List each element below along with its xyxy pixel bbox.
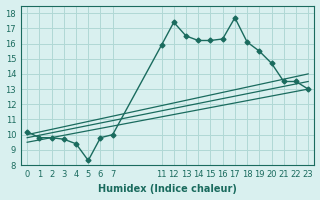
X-axis label: Humidex (Indice chaleur): Humidex (Indice chaleur) <box>98 184 237 194</box>
